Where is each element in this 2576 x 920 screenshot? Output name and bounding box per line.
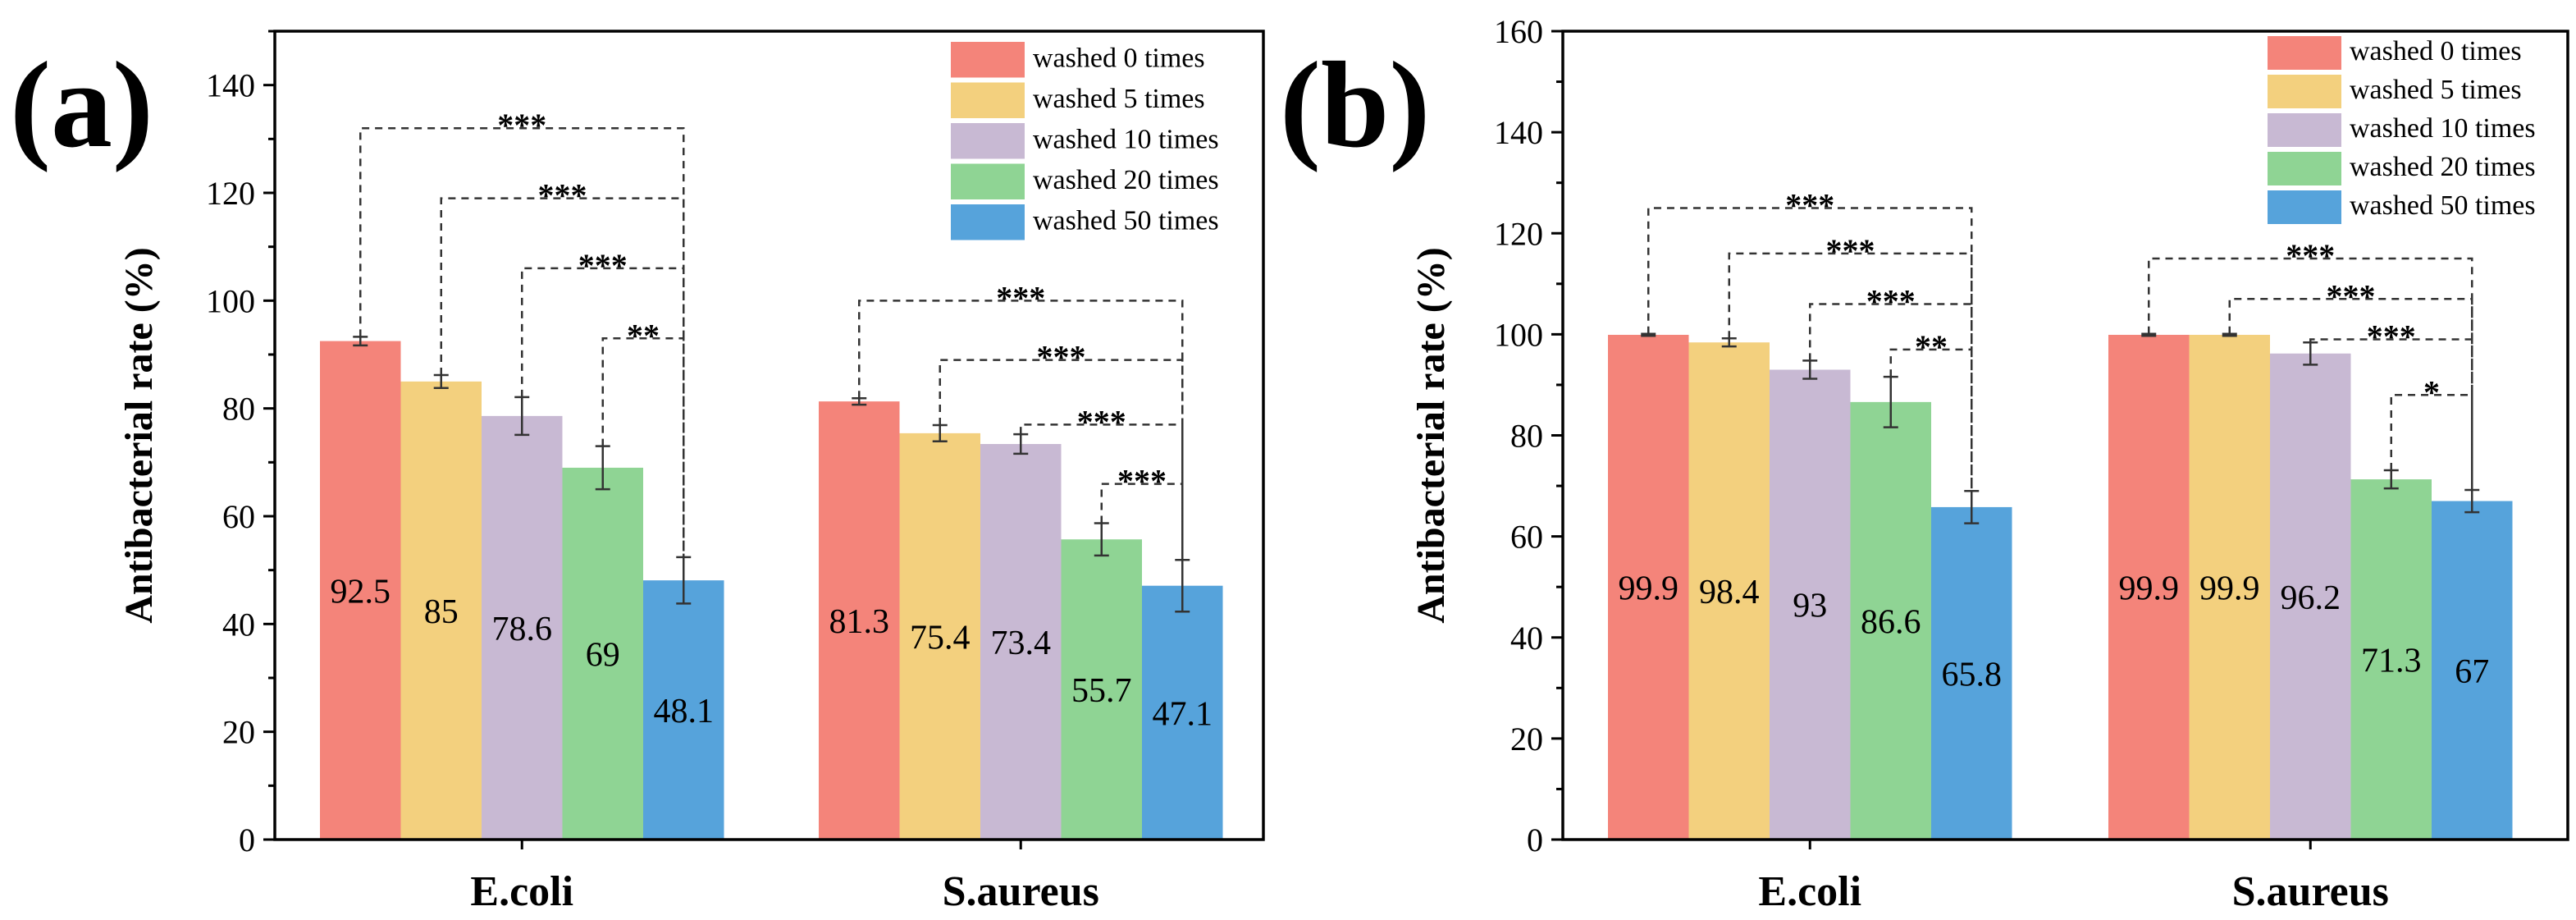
legend-label: washed 10 times [2350,113,2536,144]
y-tick-label: 100 [206,282,255,319]
y-tick-label: 0 [1527,822,1543,858]
legend-swatch [2268,36,2341,70]
significance-label: *** [2367,318,2416,355]
legend-label: washed 5 times [2350,75,2522,105]
data-label: 48.1 [654,693,715,730]
legend-swatch [2268,152,2341,185]
legend-swatch [2268,113,2341,147]
legend-swatch [951,42,1025,78]
error-bar [2141,334,2156,336]
significance-label: ** [1915,328,1948,365]
data-label: 99.9 [2119,570,2180,607]
significance-label: *** [1037,339,1086,376]
legend: washed 0 times washed 5 times washed 10 ti… [2264,33,2564,230]
significance-label: *** [497,107,546,144]
legend-label: washed 50 times [1033,206,1219,236]
legend-swatch [951,83,1025,119]
significance-label: *** [1785,186,1834,223]
data-label: 81.3 [829,603,890,641]
x-tick-label: S.aureus [2232,868,2389,915]
data-label: 73.4 [991,625,1052,662]
legend-swatch [951,204,1025,240]
y-tick-label: 20 [1510,721,1543,758]
significance-label: * [2423,373,2440,410]
y-tick-label: 60 [1510,519,1543,556]
y-tick-label: 80 [222,391,255,428]
data-label: 67 [2455,653,2489,691]
data-label: 98.4 [1699,574,1760,611]
data-label: 55.7 [1071,672,1132,710]
legend-label: washed 20 times [1033,165,1219,195]
legend-swatch [2268,75,2341,108]
data-label: 71.3 [2361,643,2422,680]
significance-label: *** [1826,232,1875,269]
error-bar [2222,334,2237,336]
y-tick-label: 20 [222,714,255,751]
x-tick-label: S.aureus [943,868,1099,915]
y-tick-label: 100 [1494,316,1543,353]
data-label: 47.1 [1153,695,1213,733]
significance-label: *** [2286,237,2335,274]
legend-label: washed 5 times [1033,84,1205,114]
legend-label: washed 10 times [1033,125,1219,155]
data-label: 86.6 [1861,603,1921,641]
x-tick-label: E.coli [470,868,573,915]
legend-label: washed 0 times [1033,43,1205,74]
data-label: 92.5 [331,573,391,611]
y-tick-label: 80 [1510,418,1543,455]
significance-label: *** [1866,282,1916,319]
data-label: 93 [1793,588,1827,625]
significance-label: *** [1117,463,1167,500]
panel-label: (a) [10,37,153,173]
y-tick-label: 140 [206,67,255,104]
y-tick-label: 120 [1494,215,1543,252]
significance-label: *** [578,247,628,284]
data-label: 75.4 [910,619,971,657]
legend-swatch [951,164,1025,200]
significance-label: *** [538,177,587,214]
data-label: 85 [424,593,459,631]
legend: washed 0 times washed 5 times washed 10 ti… [948,39,1259,242]
y-tick-label: 40 [222,606,255,643]
significance-label: *** [2327,277,2376,314]
y-axis-label: Antibacterial rate (%) [117,247,161,624]
x-tick-label: E.coli [1758,868,1861,915]
y-tick-label: 140 [1494,114,1543,151]
error-bar [1641,334,1656,336]
y-tick-label: 0 [239,822,255,858]
data-label: 99.9 [1619,570,1679,607]
data-label: 96.2 [2281,579,2341,617]
data-label: 69 [586,636,620,674]
y-tick-label: 40 [1510,620,1543,657]
chart-panel-b: (b) 99.9 99.9 98.4 99.9 93 96.2 86.6 71.3 65.8 67 *… [1280,13,2568,915]
chart-panel-a: (a) 92.5 81.3 85 75.4 78.6 73.4 69 55.7 48.1 47.1 *… [10,31,1263,915]
figure: (a) 92.5 81.3 85 75.4 78.6 73.4 69 55.7 48.1 47.1 *… [0,0,2576,920]
panel-label: (b) [1280,37,1430,173]
y-axis-label: Antibacterial rate (%) [1409,247,1453,624]
y-tick-label: 120 [206,175,255,212]
y-tick-label: 60 [222,498,255,535]
significance-label: *** [1077,403,1126,440]
significance-label: *** [996,279,1045,316]
y-tick-label: 160 [1494,13,1543,50]
legend-swatch [2268,190,2341,224]
data-label: 99.9 [2199,570,2260,607]
data-label: 65.8 [1942,656,2003,693]
data-label: 78.6 [492,611,553,648]
legend-swatch [951,123,1025,159]
legend-label: washed 0 times [2350,36,2522,66]
legend-label: washed 20 times [2350,152,2536,182]
y-axis: 0 20 40 60 80 100 120 140 [206,31,275,858]
legend-label: washed 50 times [2350,190,2536,221]
significance-bracket: * [2391,373,2473,490]
significance-label: ** [627,317,660,354]
y-axis: 0 20 40 60 80 100 120 140 160 [1494,13,1563,858]
